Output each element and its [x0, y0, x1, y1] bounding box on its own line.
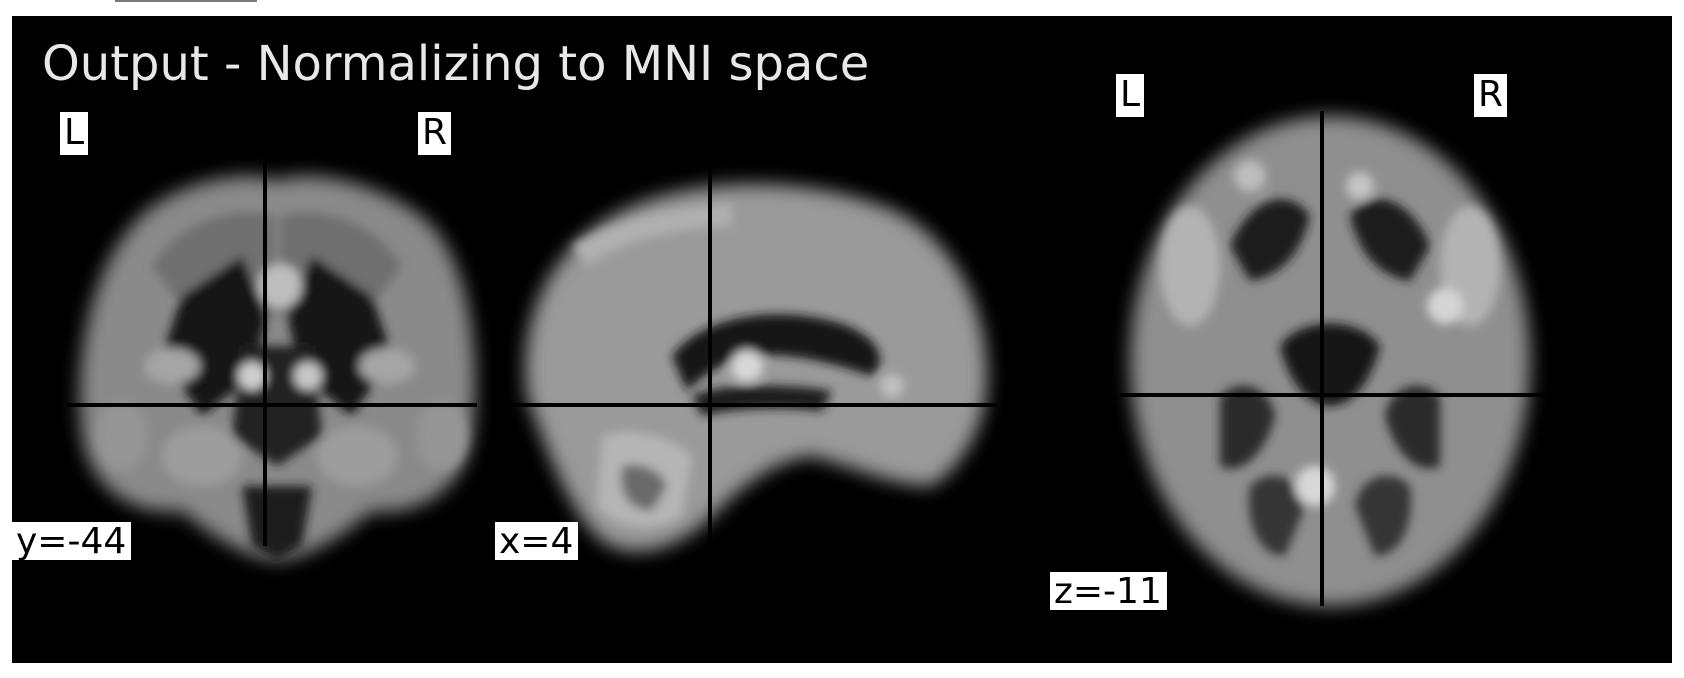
sagittal-coordinate-label: x=4: [495, 522, 579, 560]
coronal-sagittal-panel: Output - Normalizing to MNI space L R y=…: [12, 16, 1128, 663]
coronal-sagittal-image: [67, 159, 997, 561]
axial-slice: [1120, 111, 1550, 606]
window-tab-edge: [115, 0, 257, 2]
figure-title: Output - Normalizing to MNI space: [42, 36, 870, 92]
axial-coordinate-label: z=-11: [1050, 572, 1167, 610]
axial-left-label: L: [1116, 74, 1145, 117]
sagittal-slice: [507, 164, 997, 556]
axial-right-label: R: [1474, 74, 1508, 117]
coronal-left-label: L: [60, 112, 89, 155]
coronal-coordinate-label: y=-44: [12, 522, 132, 560]
axial-panel: L R z=-11: [1050, 16, 1672, 663]
coronal-slice: [67, 159, 477, 561]
axial-image: [1120, 111, 1550, 606]
coronal-right-label: R: [418, 112, 452, 155]
